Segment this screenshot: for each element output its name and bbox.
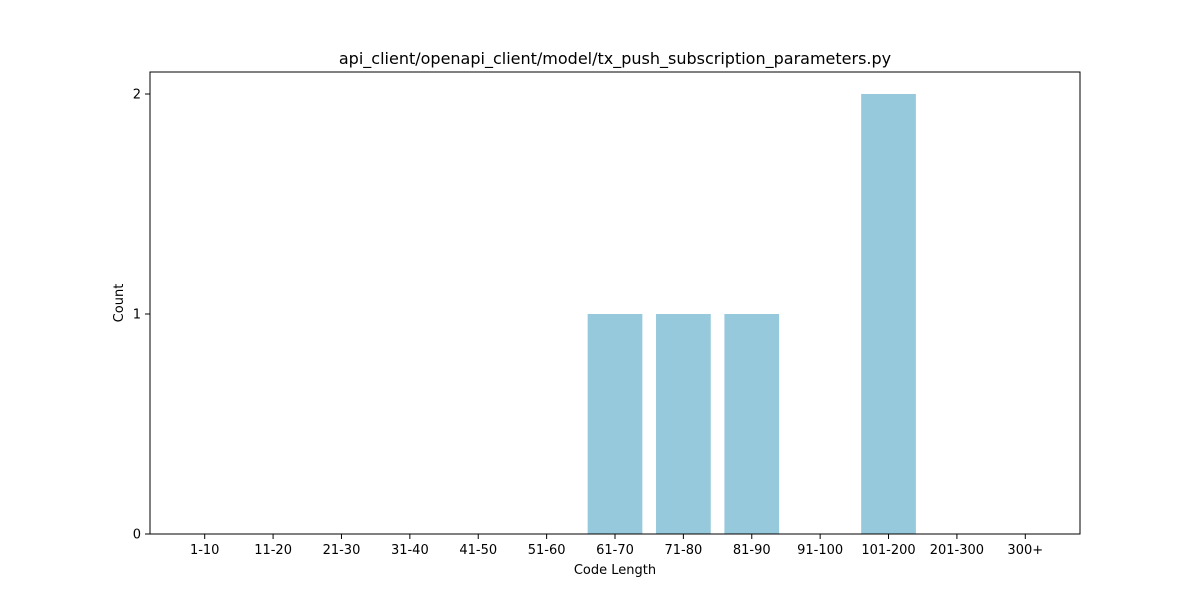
- x-tick-label: 21-30: [323, 543, 361, 558]
- bar-71-80: [656, 314, 711, 534]
- x-axis-label: Code Length: [574, 563, 656, 578]
- x-axis: 1-10 11-20 21-30 31-40 41-50 51-60 61-70 71-80 8…: [190, 534, 1043, 558]
- x-tick-label: 101-200: [861, 543, 915, 558]
- y-tick-label: 0: [133, 528, 141, 543]
- x-tick-label: 81-90: [733, 543, 771, 558]
- x-tick-label: 31-40: [391, 543, 429, 558]
- x-tick-label: 201-300: [930, 543, 984, 558]
- bar-81-90: [724, 314, 780, 534]
- x-tick-label: 300+: [1007, 543, 1043, 558]
- bars-group: [587, 94, 916, 534]
- y-tick-label: 1: [133, 308, 141, 323]
- x-tick-label: 91-100: [797, 543, 843, 558]
- y-axis: 0 1 2: [133, 88, 150, 543]
- x-tick-label: 1-10: [190, 543, 220, 558]
- bar-101-200: [861, 94, 916, 534]
- x-tick-label: 41-50: [459, 543, 497, 558]
- bar-61-70: [587, 314, 643, 534]
- x-tick-label: 61-70: [596, 543, 634, 558]
- x-tick-label: 11-20: [254, 543, 292, 558]
- y-tick-label: 2: [133, 88, 141, 103]
- x-tick-label: 71-80: [664, 543, 702, 558]
- y-axis-label: Count: [112, 284, 127, 323]
- chart-title: api_client/openapi_client/model/tx_push_…: [339, 49, 891, 69]
- x-tick-label: 51-60: [528, 543, 566, 558]
